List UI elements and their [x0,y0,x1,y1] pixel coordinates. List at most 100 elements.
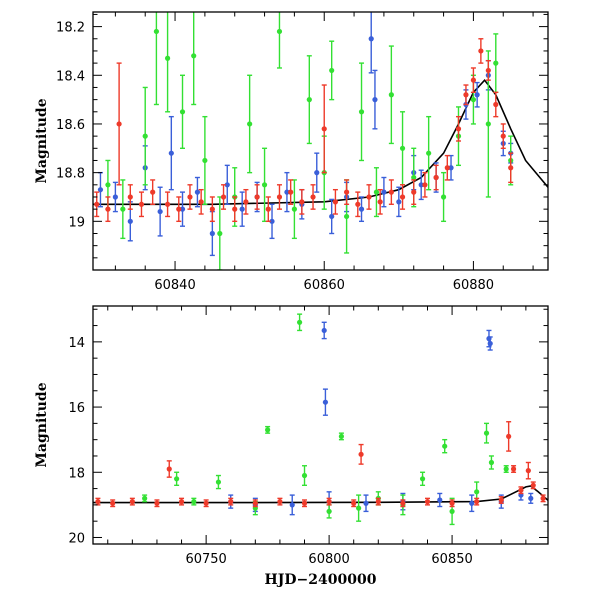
marker [176,206,182,212]
marker [284,189,290,195]
x-tick-label: 60840 [154,278,195,293]
marker [254,194,260,200]
data-point [419,471,426,487]
data-point [110,499,116,508]
marker [503,466,509,472]
data-point [310,184,316,210]
marker [265,427,271,433]
marker [474,489,480,495]
plot-area [93,313,548,526]
marker [198,199,204,205]
marker [164,55,171,61]
marker [344,189,350,195]
marker [351,500,357,506]
data-point [485,59,491,81]
marker [209,230,215,237]
data-point [366,184,372,210]
data-point [306,55,312,145]
marker [442,443,448,449]
y-tick-label: 18.6 [56,118,85,133]
data-point [194,176,201,208]
data-point [493,91,499,118]
marker [528,495,534,501]
data-point [232,196,238,223]
marker [381,189,387,195]
marker [269,218,275,224]
data-point [355,191,361,218]
data-point [291,179,297,240]
marker [191,53,197,59]
data-point [326,497,332,506]
data-point [388,179,394,205]
marker [493,60,499,66]
data-point [424,497,431,506]
x-tick-label: 60880 [453,278,494,293]
data-point [399,184,406,210]
marker [247,121,253,127]
data-point [483,422,490,444]
marker [355,201,361,207]
data-point [338,432,345,441]
marker [388,189,394,195]
marker [277,499,283,505]
marker [400,500,406,506]
marker [179,206,186,212]
data-point [191,497,197,506]
data-point [224,164,230,205]
data-point [176,196,182,223]
data-series [142,313,509,526]
data-point [299,188,305,215]
marker [366,194,372,200]
marker [424,499,431,505]
marker [485,67,491,74]
marker [321,126,327,132]
x-tick-label: 60860 [304,278,345,293]
data-point [191,12,197,106]
marker [485,121,491,127]
data-point [254,184,260,210]
marker [209,206,215,212]
marker [399,194,406,200]
top-panel: 60840 60860 60880 18.2 18.4 18.6 18.8 19 Magnitu… [34,11,549,293]
data-point [508,152,514,184]
model-curve [93,485,548,504]
marker [291,206,297,212]
data-point [116,62,122,186]
data-point [178,497,185,506]
data-point [418,169,424,201]
data-point [399,111,406,186]
marker [127,218,133,224]
marker [187,194,193,200]
marker [142,133,148,139]
data-point [381,176,387,208]
data-point [209,196,215,223]
y-axis-title: Magnitude [34,98,50,183]
data-point [388,45,394,145]
data-point [463,84,469,106]
data-point [95,497,101,506]
marker [326,508,332,514]
marker [388,92,394,98]
marker [455,126,462,132]
data-point [277,497,283,506]
data-point [164,12,171,113]
marker [377,199,383,205]
marker [110,500,116,506]
model-curve [93,78,548,206]
y-tick-label: 18.4 [56,69,85,84]
x-tick-label: 60800 [308,552,349,567]
data-point [276,184,283,210]
data-point [411,179,417,205]
marker [239,206,245,212]
data-point [198,188,204,215]
y-tick-label: 20 [68,531,85,546]
data-series [228,321,534,516]
data-point [510,465,517,473]
plot-frame [92,305,549,545]
data-point [363,494,369,513]
marker [299,199,305,205]
data-point [129,497,135,506]
data-point [442,438,448,454]
marker [321,327,327,334]
